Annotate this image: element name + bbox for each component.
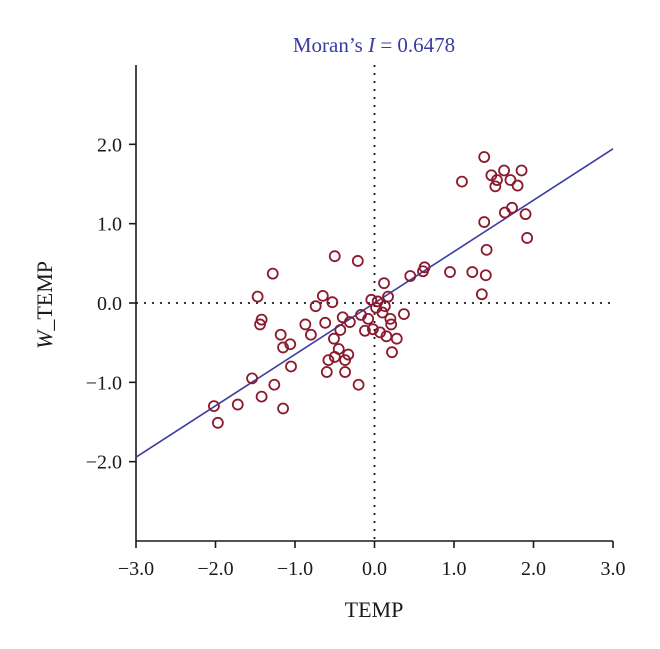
data-point bbox=[255, 313, 268, 326]
data-point bbox=[208, 400, 220, 413]
data-point bbox=[332, 343, 345, 355]
chart-title: Moran’s I = 0.6478 bbox=[293, 33, 455, 57]
data-point bbox=[336, 311, 349, 324]
data-point bbox=[521, 232, 534, 244]
data-point bbox=[211, 416, 224, 429]
data-point bbox=[466, 266, 479, 278]
data-point bbox=[498, 164, 510, 177]
data-point bbox=[478, 216, 491, 228]
data-point bbox=[342, 348, 355, 361]
data-point bbox=[444, 266, 456, 278]
data-point bbox=[385, 318, 398, 331]
data-point bbox=[284, 338, 297, 351]
data-point bbox=[326, 296, 339, 309]
data-point bbox=[316, 289, 329, 302]
data-point bbox=[390, 332, 403, 345]
data-point bbox=[359, 324, 371, 337]
x-tick-label: 0.0 bbox=[362, 558, 387, 580]
data-point bbox=[320, 366, 333, 378]
data-point bbox=[418, 261, 431, 274]
y-tick-label: 0.0 bbox=[97, 293, 122, 315]
data-point bbox=[343, 316, 356, 328]
data-point bbox=[339, 366, 351, 378]
data-point bbox=[319, 316, 332, 329]
data-point bbox=[322, 354, 335, 367]
data-point bbox=[491, 174, 503, 186]
data-point bbox=[277, 341, 289, 354]
data-point bbox=[386, 346, 398, 359]
data-point bbox=[285, 360, 297, 373]
x-tick-label: −2.0 bbox=[197, 558, 233, 580]
data-point bbox=[478, 151, 491, 163]
data-point bbox=[304, 328, 317, 341]
y-tick-label: −2.0 bbox=[86, 452, 122, 474]
title-italic-symbol: I bbox=[367, 33, 376, 57]
data-point bbox=[489, 180, 502, 193]
data-point bbox=[504, 174, 517, 186]
data-point bbox=[328, 250, 341, 263]
data-point bbox=[511, 179, 524, 192]
x-axis-title: TEMP bbox=[345, 597, 404, 622]
x-axis-ticks: −3.0 −2.0 −1.0 0.0 1.0 2.0 3.0 bbox=[118, 541, 626, 580]
data-point bbox=[376, 306, 389, 319]
data-point bbox=[498, 206, 511, 219]
data-point bbox=[362, 312, 375, 325]
data-point bbox=[246, 372, 258, 385]
y-axis-title-italic: W bbox=[32, 329, 57, 349]
data-point bbox=[334, 324, 347, 336]
x-tick-label: 3.0 bbox=[601, 558, 626, 580]
data-point bbox=[277, 402, 289, 415]
data-point bbox=[367, 323, 379, 336]
x-tick-label: 2.0 bbox=[521, 558, 546, 580]
data-point bbox=[506, 201, 518, 214]
y-axis-ticks: −2.0 −1.0 0.0 1.0 2.0 bbox=[86, 134, 136, 474]
data-point bbox=[268, 378, 281, 391]
y-axis-title-rest: _TEMP bbox=[32, 261, 57, 332]
data-point bbox=[519, 208, 532, 221]
data-points bbox=[208, 151, 534, 429]
data-point bbox=[328, 332, 340, 345]
title-prefix: Moran’s bbox=[293, 33, 368, 57]
x-tick-label: −3.0 bbox=[118, 558, 154, 580]
data-point bbox=[231, 398, 244, 411]
data-point bbox=[378, 277, 390, 290]
data-point bbox=[456, 175, 468, 188]
y-tick-label: 2.0 bbox=[97, 134, 122, 156]
data-point bbox=[480, 243, 493, 256]
data-point bbox=[382, 290, 394, 303]
data-point bbox=[266, 267, 279, 280]
data-point bbox=[479, 269, 492, 282]
data-point bbox=[384, 312, 397, 325]
data-point bbox=[515, 164, 528, 177]
data-point bbox=[299, 318, 312, 331]
data-point bbox=[352, 378, 365, 391]
data-point bbox=[398, 308, 410, 321]
y-tick-label: −1.0 bbox=[86, 372, 122, 394]
data-point bbox=[251, 290, 264, 303]
data-point bbox=[404, 270, 417, 282]
x-tick-label: −1.0 bbox=[277, 558, 313, 580]
title-suffix: = 0.6478 bbox=[375, 33, 455, 57]
y-tick-label: 1.0 bbox=[97, 214, 122, 236]
data-point bbox=[255, 390, 268, 403]
y-axis-title: W_TEMP bbox=[32, 261, 57, 349]
data-point bbox=[309, 300, 322, 313]
data-point bbox=[475, 288, 488, 301]
data-point bbox=[351, 255, 364, 267]
x-tick-label: 1.0 bbox=[442, 558, 467, 580]
data-point bbox=[274, 328, 287, 341]
